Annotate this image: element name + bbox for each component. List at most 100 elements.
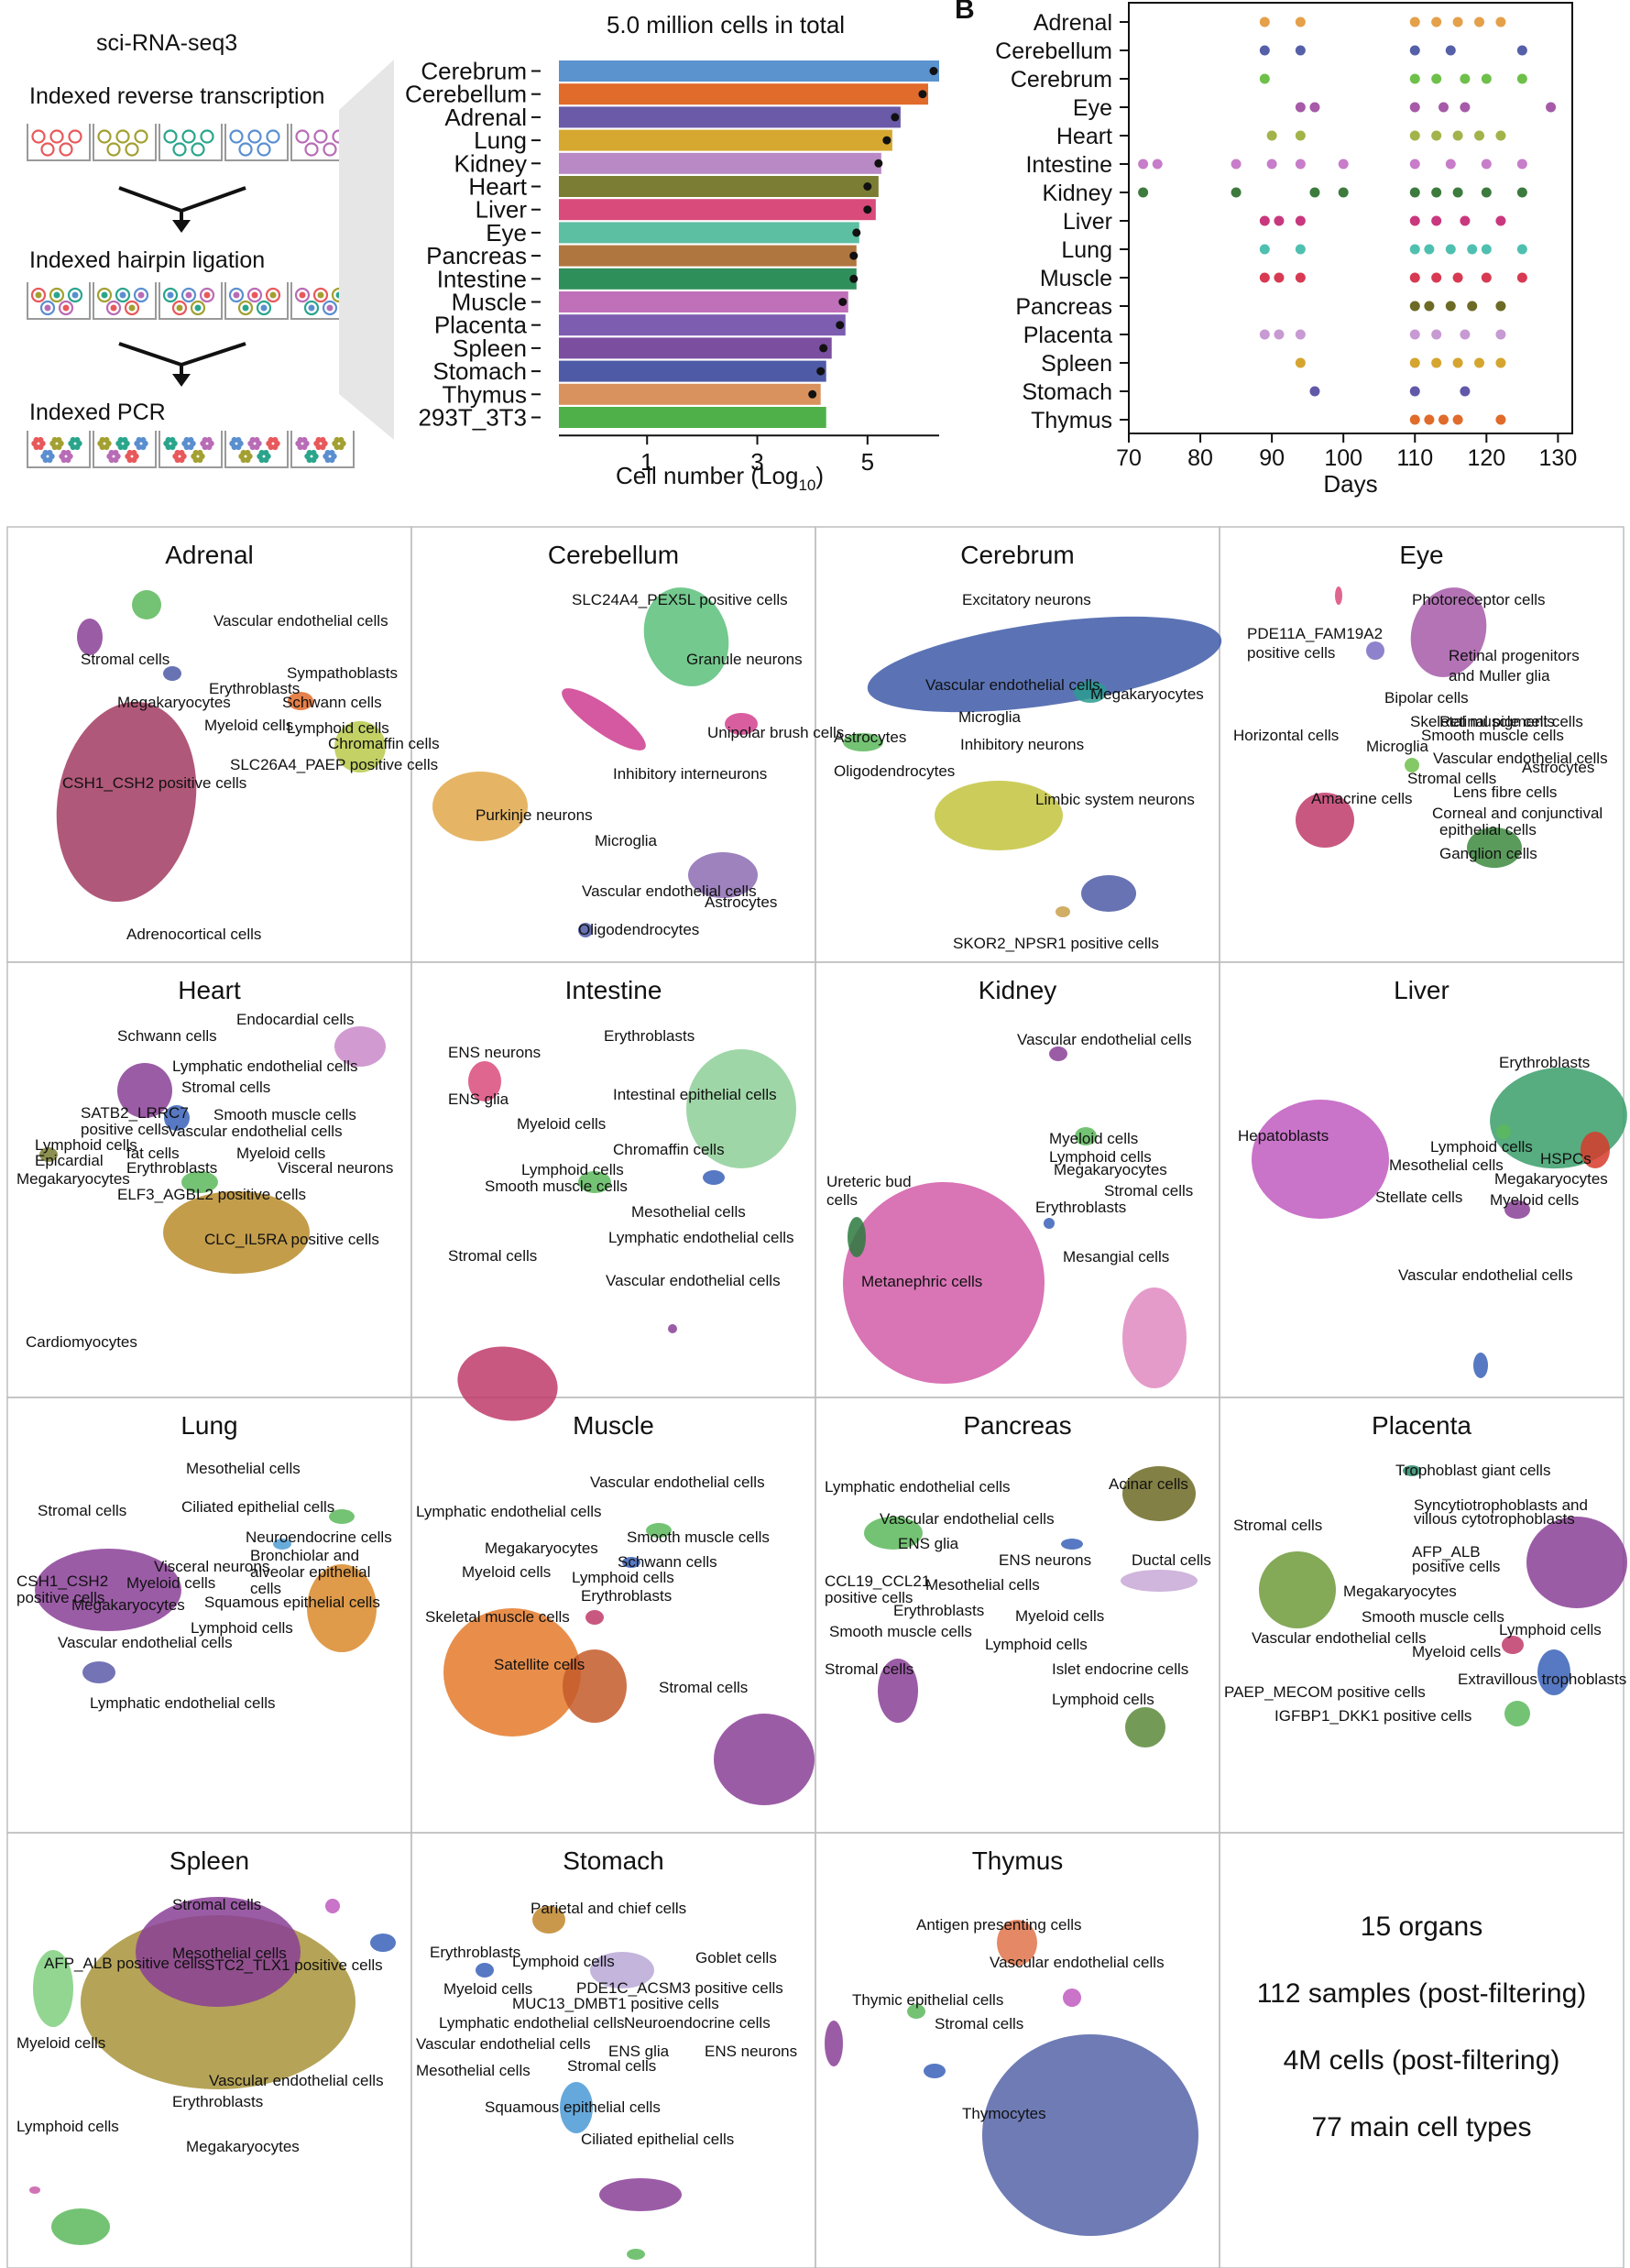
umap-panel-placenta: Placenta Trophoblast giant cells Syncytiot… [1224, 1411, 1627, 1726]
cell-icon [30, 287, 47, 303]
dot-point [1452, 187, 1463, 198]
cell-type-label: villous cytotrophoblasts [1414, 1510, 1575, 1528]
cell-type-label: Adrenocortical cells [126, 926, 261, 943]
cell-type-label: Epicardial [35, 1152, 104, 1169]
dot-category-label: Liver [1063, 209, 1112, 235]
cell-type-label: positive cells [16, 1589, 104, 1606]
cell-cluster [924, 2064, 946, 2078]
bar-point [882, 136, 892, 145]
cell-icon [269, 291, 277, 299]
umap-panel-thymus: Thymus Antigen presenting cells Vascular e… [825, 1846, 1198, 2236]
cell-type-label: Purkinje neurons [476, 806, 593, 824]
cell-type-label: Ganglion cells [1439, 845, 1537, 862]
step-label-rt: Indexed reverse transcription [29, 83, 324, 109]
cell-type-label: Erythroblasts [172, 2093, 263, 2110]
cell-icon [315, 436, 322, 444]
summary-stat: 4M cells (post-filtering) [1284, 2045, 1560, 2076]
cell-icon [33, 436, 39, 444]
cell-icon [247, 129, 262, 144]
cell-cluster [457, 1346, 558, 1421]
cell-cluster [1075, 1127, 1097, 1145]
bar-category-label: Cerebrum [421, 58, 527, 85]
cell-cluster [1296, 793, 1354, 848]
dot-point [1516, 272, 1527, 283]
cell-cluster [443, 1608, 581, 1737]
dot-point [1409, 301, 1420, 312]
cell-cluster [1074, 681, 1107, 703]
summary-stat: 77 main cell types [1311, 2112, 1531, 2142]
dot-category-label: Adrenal [1034, 10, 1112, 36]
cell-cluster [864, 1517, 923, 1550]
dot-category-label: Muscle [1040, 266, 1112, 291]
dot-point [1495, 16, 1506, 27]
cell-type-label: Lymphoid cells [985, 1636, 1088, 1653]
cell-icon [242, 304, 249, 312]
cell-icon [265, 287, 281, 303]
cell-type-label: Smooth muscle cells [1421, 727, 1564, 744]
cell-icon [263, 456, 269, 464]
dot-point [1495, 301, 1506, 312]
cell-type-label: Vascular endothelial cells [168, 1123, 343, 1140]
cell-type-label: ENS glia [898, 1535, 959, 1552]
cell-cluster [163, 666, 181, 681]
cell-icon [47, 456, 53, 464]
cell-cluster [1537, 1649, 1570, 1695]
cell-icon [58, 300, 74, 316]
cell-icon [133, 287, 149, 303]
bar [559, 407, 826, 428]
bar-series [559, 60, 939, 428]
cell-cluster [997, 1920, 1037, 1966]
cell-type-label: CSH1_CSH2 [16, 1572, 108, 1590]
cell-icon [229, 129, 244, 144]
bar-point [836, 321, 845, 330]
cell-cluster [1581, 1132, 1610, 1168]
cell-type-label: Chromaffin cells [613, 1141, 725, 1158]
dot-point [1259, 329, 1270, 340]
dot-point [1259, 45, 1270, 56]
umap-panel-frame [1219, 1832, 1625, 2268]
cell-icon [126, 449, 133, 456]
cell-icon [194, 304, 202, 312]
bar [559, 245, 857, 267]
cell-icon [266, 129, 280, 144]
cell-icon [74, 436, 81, 444]
cell-type-label: Stellate cells [1375, 1189, 1462, 1206]
bar-category-label: Stomach [432, 357, 527, 385]
dot-x-tick-label: 70 [1116, 445, 1142, 471]
cell-cluster [1405, 758, 1419, 772]
cell-type-label: Antigen presenting cells [916, 1916, 1082, 1934]
dot-point [1445, 45, 1456, 56]
dot-point [1295, 130, 1306, 141]
cell-cluster [686, 1049, 796, 1168]
cell-type-label: Lymphoid cells [521, 1161, 624, 1178]
cell-cluster [825, 2021, 843, 2066]
umap-panel-title: Cerebellum [548, 541, 679, 569]
cell-type-label: Astrocytes [834, 729, 906, 746]
cell-type-label: SKOR2_NPSR1 positive cells [953, 935, 1159, 952]
cell-icon [122, 444, 128, 451]
dot-point [1266, 130, 1277, 141]
cell-icon [304, 142, 319, 157]
cell-icon [163, 129, 178, 144]
cell-cluster [117, 1063, 172, 1118]
cell-type-label: MUC13_DMBT1 positive cells [512, 1995, 719, 2012]
cell-type-label: SLC24A4_PEX5L positive cells [572, 591, 788, 608]
bar-point [891, 113, 900, 122]
cell-type-label: AFP_ALB [1412, 1543, 1481, 1561]
cell-icon [167, 291, 174, 299]
cell-icon [200, 129, 214, 144]
cell-type-label: Ductal cells [1132, 1551, 1211, 1569]
step-label-ligation: Indexed hairpin ligation [29, 247, 265, 273]
umap-panel-title: Pancreas [963, 1411, 1071, 1440]
cell-cluster [432, 772, 528, 841]
cell-type-label: Vascular endothelial cells [416, 2035, 591, 2053]
cell-cluster [1259, 1551, 1336, 1628]
dot-point [1274, 329, 1285, 340]
cell-icon [99, 436, 105, 444]
cell-type-label: positive cells [825, 1589, 913, 1606]
cell-type-label: Myeloid cells [126, 1574, 215, 1592]
cell-cluster [82, 1661, 115, 1683]
cell-icon [137, 291, 145, 299]
cell-type-label: Excitatory neurons [962, 591, 1091, 608]
cell-type-label: Mesothelial cells [631, 1203, 746, 1221]
